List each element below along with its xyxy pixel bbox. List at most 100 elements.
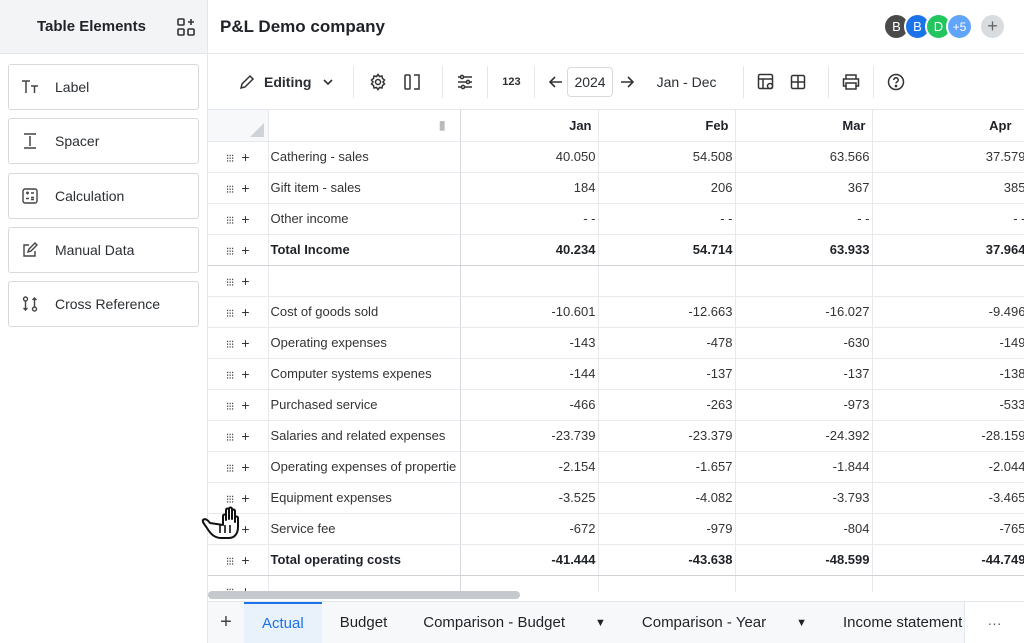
column-header[interactable]: Jan <box>460 110 599 142</box>
element-label[interactable]: Label <box>8 64 199 110</box>
table-row[interactable]: ⁝⁝⁝ + Gift item - sales 184 206 367 385 <box>208 172 1024 204</box>
column-header[interactable]: Mar <box>735 110 873 142</box>
value-cell[interactable]: -16.027 <box>735 296 873 328</box>
value-cell[interactable]: -9.496 <box>872 296 1024 328</box>
table-row[interactable]: ⁝⁝⁝ + Cost of goods sold -10.601 -12.663 -16.… <box>208 296 1024 328</box>
row-label[interactable]: Service fee <box>268 513 461 545</box>
total-row[interactable]: ⁝⁝⁝ + Total Income 40.234 54.714 63.933 37.964 <box>208 234 1024 266</box>
drag-handle-icon[interactable]: ⁝⁝⁝ <box>225 214 234 227</box>
value-cell[interactable]: 40.050 <box>460 141 599 173</box>
add-row-icon[interactable]: + <box>241 241 250 258</box>
add-tab-button[interactable]: + <box>220 611 232 633</box>
add-row-icon[interactable]: + <box>241 210 250 227</box>
row-controls[interactable]: ⁝⁝⁝ + <box>208 544 269 576</box>
drag-handle-icon[interactable]: ⁝⁝⁝ <box>225 400 234 413</box>
drag-handle-icon[interactable]: ⁝⁝⁝ <box>225 307 234 320</box>
value-cell[interactable]: -2.044 <box>872 451 1024 483</box>
row-controls[interactable]: ⁝⁝⁝ + <box>208 172 269 204</box>
table-settings-button[interactable] <box>754 66 778 98</box>
value-cell[interactable]: 184 <box>460 172 599 204</box>
value-cell[interactable]: -43.638 <box>598 544 736 576</box>
value-cell[interactable] <box>598 265 736 297</box>
value-cell[interactable]: -4.082 <box>598 482 736 514</box>
value-cell[interactable]: -263 <box>598 389 736 421</box>
row-controls[interactable]: ⁝⁝⁝ + <box>208 296 269 328</box>
value-cell[interactable]: -24.392 <box>735 420 873 452</box>
value-cell[interactable] <box>735 265 873 297</box>
row-controls[interactable]: ⁝⁝⁝ + <box>208 141 269 173</box>
tab-budget[interactable]: Budget <box>339 614 388 631</box>
drag-handle-icon[interactable]: ⁝⁝⁝ <box>225 183 234 196</box>
value-cell[interactable]: 63.566 <box>735 141 873 173</box>
value-cell[interactable]: -28.159 <box>872 420 1024 452</box>
row-label[interactable]: Computer systems expenes <box>268 358 461 390</box>
add-widget-icon[interactable] <box>177 17 195 36</box>
value-cell[interactable]: -765 <box>872 513 1024 545</box>
value-cell[interactable]: -138 <box>872 358 1024 390</box>
table-row[interactable]: ⁝⁝⁝ + Computer systems expenes -144 -137 -137… <box>208 358 1024 390</box>
value-cell[interactable]: -3.525 <box>460 482 599 514</box>
value-cell[interactable]: -3.465 <box>872 482 1024 514</box>
tab-comparison-budget[interactable]: Comparison - Budget ▼ <box>405 602 624 643</box>
number-format-button[interactable]: 123 <box>502 75 521 88</box>
drag-handle-icon[interactable]: ⁝⁝⁝ <box>225 338 234 351</box>
value-cell[interactable]: -23.379 <box>598 420 736 452</box>
tab-actual[interactable]: Actual <box>244 601 322 643</box>
add-row-icon[interactable]: + <box>241 458 250 475</box>
value-cell[interactable]: -466 <box>460 389 599 421</box>
row-label[interactable]: Salaries and related expenses <box>268 420 461 452</box>
value-cell[interactable]: -23.739 <box>460 420 599 452</box>
columns-button[interactable] <box>392 66 432 98</box>
element-calculation[interactable]: Calculation <box>8 173 199 219</box>
column-header[interactable]: Feb <box>598 110 736 142</box>
add-row-icon[interactable]: + <box>241 551 250 568</box>
add-row-icon[interactable]: + <box>241 148 250 165</box>
value-cell[interactable]: -478 <box>598 327 736 359</box>
add-row-icon[interactable]: + <box>241 396 250 413</box>
drag-handle-icon[interactable]: ⁝⁝⁝ <box>225 152 234 165</box>
next-year-button[interactable] <box>613 66 641 98</box>
value-cell[interactable]: -973 <box>735 389 873 421</box>
value-cell[interactable]: -44.749 <box>872 544 1024 576</box>
table-row[interactable]: ⁝⁝⁝ + Operating expenses -143 -478 -630 -149 <box>208 327 1024 359</box>
value-cell[interactable]: -143 <box>460 327 599 359</box>
row-controls[interactable]: ⁝⁝⁝ + <box>208 420 269 452</box>
value-cell[interactable]: 37.964 <box>872 234 1024 266</box>
value-cell[interactable]: 63.933 <box>735 234 873 266</box>
add-row-icon[interactable]: + <box>241 334 250 351</box>
row-label[interactable] <box>268 265 461 297</box>
add-user-button[interactable]: + <box>979 13 1006 40</box>
value-cell[interactable]: - - <box>735 203 873 235</box>
drag-handle-icon[interactable]: ⁝⁝⁝ <box>225 276 234 289</box>
value-cell[interactable]: -979 <box>598 513 736 545</box>
value-cell[interactable]: 385 <box>872 172 1024 204</box>
drag-handle-icon[interactable]: ⁝⁝⁝ <box>225 493 234 506</box>
value-cell[interactable] <box>460 265 599 297</box>
row-controls[interactable]: ⁝⁝⁝ + <box>208 203 269 235</box>
row-label[interactable]: Purchased service <box>268 389 461 421</box>
add-row-icon[interactable]: + <box>241 582 250 593</box>
value-cell[interactable]: 54.508 <box>598 141 736 173</box>
more-tabs-button[interactable]: ··· <box>964 602 1024 643</box>
drag-handle-icon[interactable]: ⁝⁝⁝ <box>226 587 234 593</box>
drag-handle-icon[interactable]: ⁝⁝⁝ <box>225 555 234 568</box>
row-controls[interactable]: ⁝⁝⁝ + <box>208 482 269 514</box>
total-row[interactable]: ⁝⁝⁝ + Total operating costs -41.444 -43.638-… <box>208 544 1024 576</box>
value-cell[interactable]: -1.844 <box>735 451 873 483</box>
drag-handle-icon[interactable]: ⁝⁝⁝ <box>225 431 234 444</box>
avatar-more[interactable]: +5 <box>946 13 973 40</box>
tab-comparison-year[interactable]: Comparison - Year ▼ <box>624 602 825 643</box>
row-controls[interactable]: ⁝⁝⁝ + <box>208 358 269 390</box>
value-cell[interactable]: -149 <box>872 327 1024 359</box>
drag-handle-icon[interactable]: ⁝⁝⁝ <box>225 369 234 382</box>
value-cell[interactable]: -533 <box>872 389 1024 421</box>
row-controls[interactable]: ⁝⁝⁝ + <box>208 327 269 359</box>
add-row-icon[interactable]: + <box>241 489 250 506</box>
value-cell[interactable]: 37.579 <box>872 141 1024 173</box>
value-cell[interactable]: -144 <box>460 358 599 390</box>
tab-income-statement[interactable]: Income statement <box>843 614 963 631</box>
print-button[interactable] <box>839 66 863 98</box>
table-row[interactable]: ⁝⁝⁝ + <box>208 265 1024 297</box>
value-cell[interactable]: -48.599 <box>735 544 873 576</box>
avatar[interactable]: B <box>904 13 931 40</box>
